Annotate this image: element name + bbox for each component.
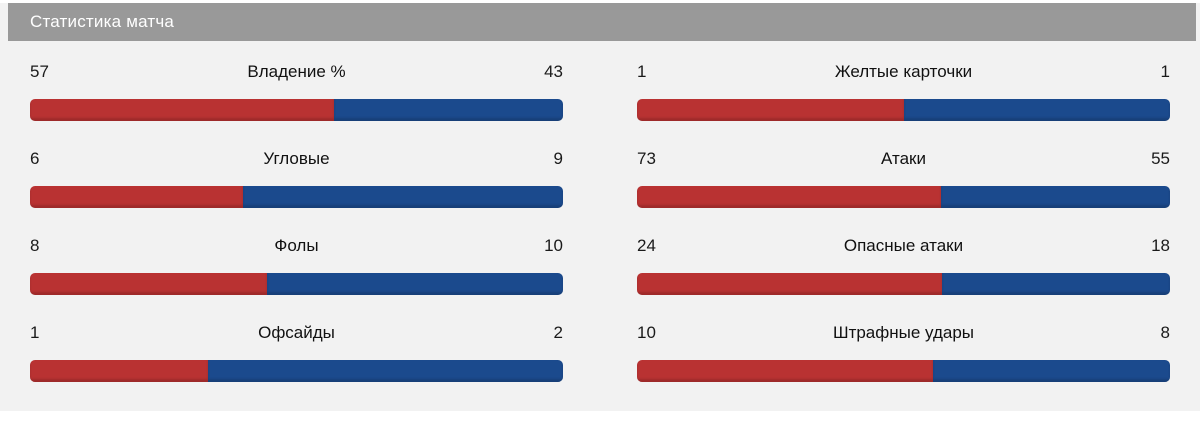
stats-column-1: 57 Владение % 43 6 Угловые 9 8 Фолы 10 xyxy=(30,62,563,410)
home-bar-segment xyxy=(30,360,208,382)
stat-label: Желтые карточки xyxy=(834,62,973,81)
home-value: 6 xyxy=(30,149,40,168)
away-bar-segment xyxy=(243,186,563,208)
stat-line: 73 Атаки 55 xyxy=(637,149,1170,169)
away-bar-segment xyxy=(903,99,1170,121)
stat-label: Фолы xyxy=(274,236,319,255)
stat-line: 24 Опасные атаки 18 xyxy=(637,236,1170,256)
home-bar-segment xyxy=(30,273,267,295)
stat-bar xyxy=(30,186,563,208)
away-bar-segment xyxy=(933,360,1170,382)
stat-label: Штрафные удары xyxy=(832,323,975,342)
panel-header: Статистика матча xyxy=(8,3,1196,41)
stat-line: 1 Желтые карточки 1 xyxy=(637,62,1170,82)
away-bar-segment xyxy=(207,360,563,382)
stat-line: 10 Штрафные удары 8 xyxy=(637,323,1170,343)
home-value: 1 xyxy=(637,62,647,81)
stats-column-2: 1 Желтые карточки 1 73 Атаки 55 24 Опасн… xyxy=(637,62,1170,410)
stat-row-2-2: 73 Атаки 55 xyxy=(637,149,1170,208)
stat-bar xyxy=(637,273,1170,295)
away-value: 1 xyxy=(1160,62,1170,81)
home-value: 10 xyxy=(637,323,656,342)
home-bar-segment xyxy=(30,99,334,121)
stat-label: Угловые xyxy=(263,149,330,168)
stat-bar xyxy=(30,99,563,121)
stat-line: 8 Фолы 10 xyxy=(30,236,563,256)
away-value: 43 xyxy=(544,62,563,81)
stat-label: Атаки xyxy=(881,149,926,168)
away-value: 9 xyxy=(553,149,563,168)
stat-label: Офсайды xyxy=(258,323,335,342)
stat-bar xyxy=(637,360,1170,382)
home-bar-segment xyxy=(30,186,244,208)
match-statistics-panel: Статистика матча 57 Владение % 43 6 Угло… xyxy=(0,3,1200,411)
home-bar-segment xyxy=(637,99,904,121)
stat-row-1-2: 6 Угловые 9 xyxy=(30,149,563,208)
away-value: 8 xyxy=(1160,323,1170,342)
stat-bar xyxy=(637,186,1170,208)
away-bar-segment xyxy=(266,273,563,295)
away-value: 2 xyxy=(553,323,563,342)
away-bar-segment xyxy=(941,273,1170,295)
home-value: 57 xyxy=(30,62,49,81)
stat-row-1-1: 57 Владение % 43 xyxy=(30,62,563,121)
stat-bar xyxy=(30,360,563,382)
panel-title: Статистика матча xyxy=(30,12,175,31)
stat-row-2-1: 1 Желтые карточки 1 xyxy=(637,62,1170,121)
stats-content: 57 Владение % 43 6 Угловые 9 8 Фолы 10 xyxy=(0,41,1200,410)
home-value: 73 xyxy=(637,149,656,168)
home-bar-segment xyxy=(637,360,934,382)
stat-label: Владение % xyxy=(247,62,346,81)
stat-row-1-4: 1 Офсайды 2 xyxy=(30,323,563,382)
stat-line: 1 Офсайды 2 xyxy=(30,323,563,343)
stat-row-1-3: 8 Фолы 10 xyxy=(30,236,563,295)
away-value: 10 xyxy=(544,236,563,255)
away-value: 18 xyxy=(1151,236,1170,255)
stat-label: Опасные атаки xyxy=(843,236,964,255)
stat-bar xyxy=(637,99,1170,121)
away-value: 55 xyxy=(1151,149,1170,168)
home-value: 1 xyxy=(30,323,40,342)
home-value: 8 xyxy=(30,236,40,255)
stat-line: 57 Владение % 43 xyxy=(30,62,563,82)
stat-row-2-4: 10 Штрафные удары 8 xyxy=(637,323,1170,382)
home-value: 24 xyxy=(637,236,656,255)
away-bar-segment xyxy=(940,186,1170,208)
stat-bar xyxy=(30,273,563,295)
stat-line: 6 Угловые 9 xyxy=(30,149,563,169)
home-bar-segment xyxy=(637,273,942,295)
away-bar-segment xyxy=(333,99,563,121)
home-bar-segment xyxy=(637,186,941,208)
stat-row-2-3: 24 Опасные атаки 18 xyxy=(637,236,1170,295)
